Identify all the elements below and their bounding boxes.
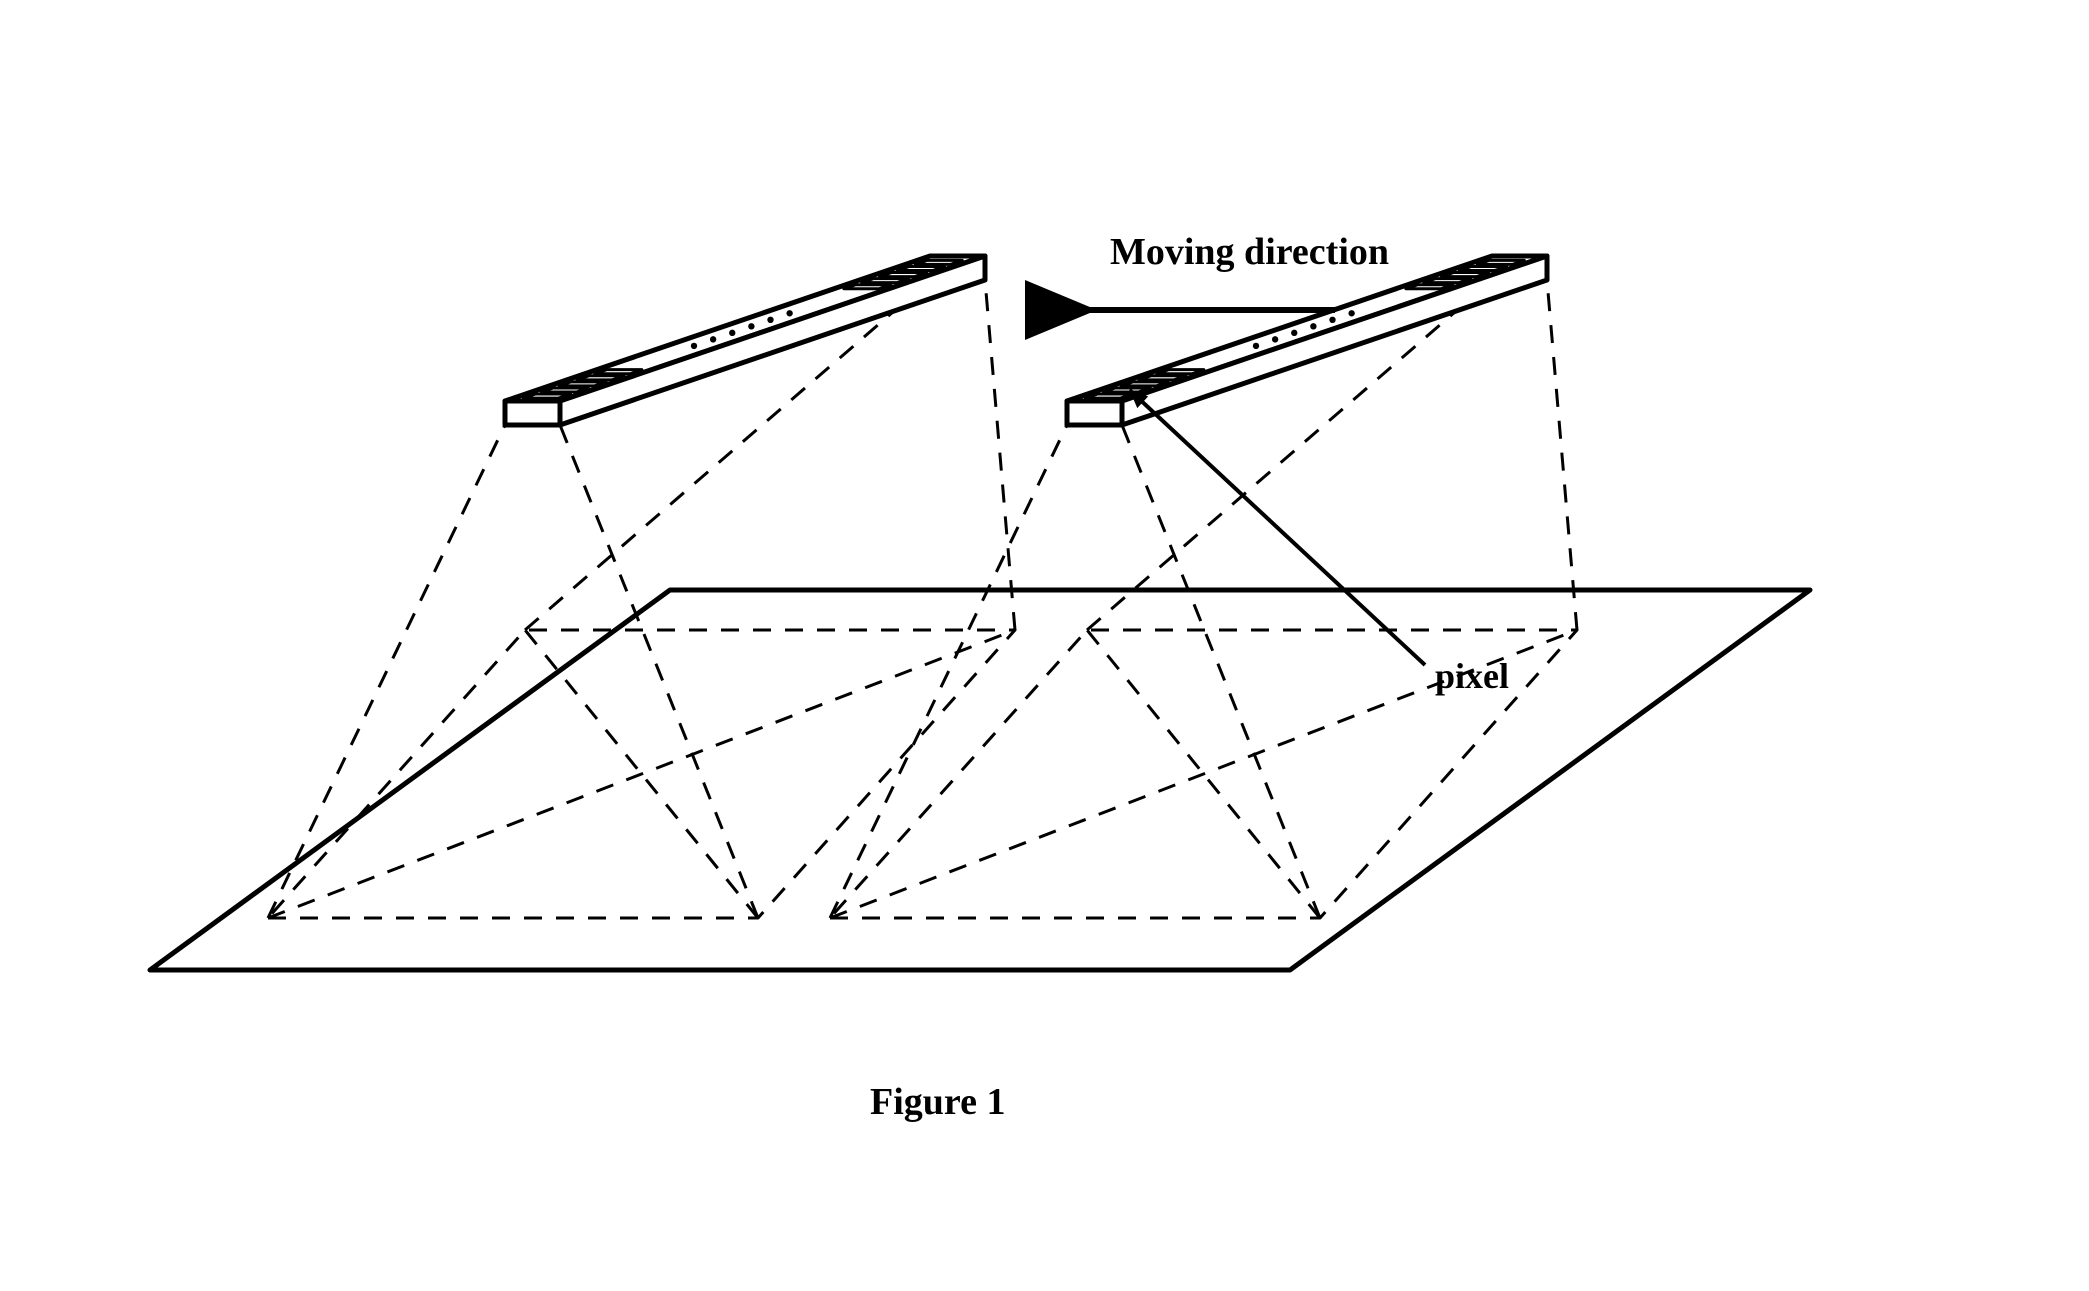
pixel-label: pixel bbox=[1435, 655, 1509, 697]
figure-diagram bbox=[0, 0, 2089, 1291]
moving-direction-label: Moving direction bbox=[1110, 230, 1389, 274]
figure-caption: Figure 1 bbox=[870, 1080, 1005, 1124]
